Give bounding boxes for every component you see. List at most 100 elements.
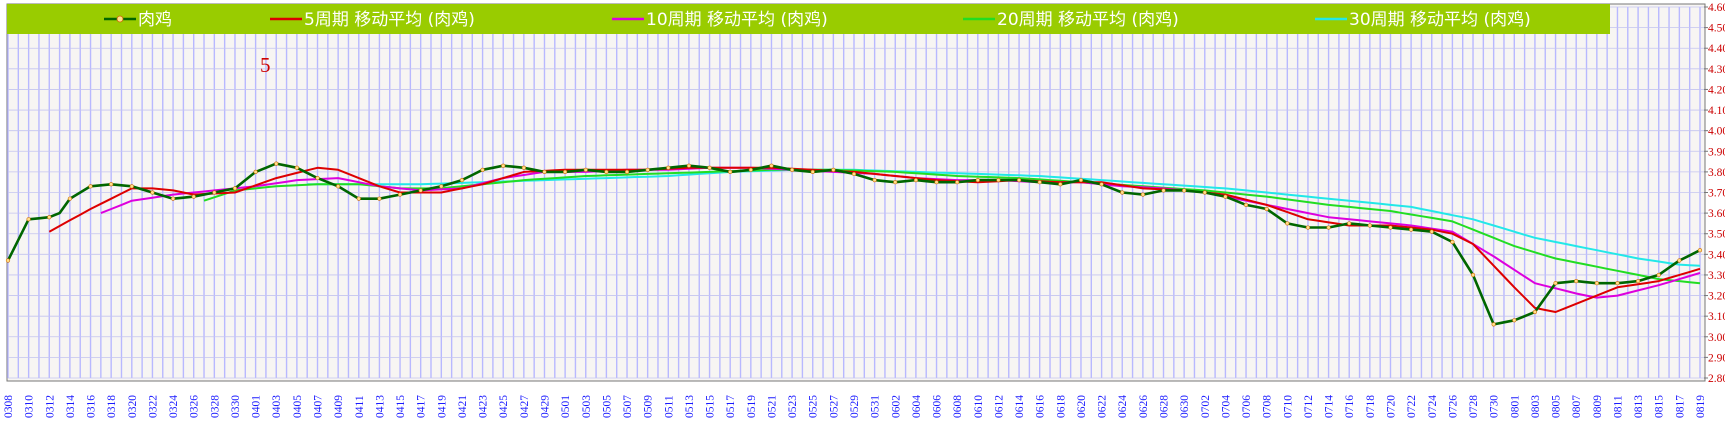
x-tick-label: 0630 [1179,395,1191,418]
x-tick-label: 0501 [560,395,572,418]
x-tick-label: 0726 [1447,395,1459,418]
x-tick-label: 0409 [333,395,345,418]
x-tick-label: 0809 [1592,395,1604,418]
series-point [645,167,650,172]
series-point [1532,309,1538,315]
series-point [1285,221,1290,226]
x-tick-label: 0702 [1200,395,1212,418]
series-point [1305,225,1311,230]
series-point [893,180,898,185]
x-tick-label: 0423 [478,395,490,418]
x-tick-label: 0509 [643,395,655,418]
series-point [150,190,155,195]
series-point [294,165,299,170]
series-point [26,217,31,222]
y-tick-label: 3.80 [1708,167,1725,179]
series-point [934,180,939,185]
legend-label-0: 肉鸡 [138,10,172,30]
x-tick-label: 0330 [230,395,242,418]
x-tick-label: 0624 [1117,395,1129,418]
x-tick-label: 0419 [436,395,448,418]
legend-label-2: 10周期 移动平均 (肉鸡) [646,10,828,30]
series-point [129,184,134,189]
x-tick-label: 0628 [1159,395,1171,418]
series-point [831,167,836,172]
x-tick-label: 0730 [1489,395,1501,418]
series-point [521,165,526,170]
series-point [1574,279,1579,284]
x-tick-label: 0515 [705,395,717,418]
x-tick-label: 0819 [1695,395,1707,418]
x-tick-label: 0706 [1241,395,1253,418]
series-point [377,196,382,201]
legend-label-3: 20周期 移动平均 (肉鸡) [997,10,1179,30]
series-point [1635,279,1641,284]
series-point [1677,258,1682,263]
x-tick-label: 0525 [808,395,820,418]
series-point [1140,192,1145,197]
series-point [1594,281,1599,286]
series-point [624,169,630,174]
series-point [1388,225,1393,230]
x-tick-label: 0324 [168,395,180,418]
series-point [872,178,877,183]
series-point [1656,272,1661,278]
x-tick-label: 0718 [1365,395,1377,418]
x-tick-label: 0312 [44,395,56,418]
x-tick-label: 0604 [911,395,923,418]
x-tick-label: 0427 [519,395,531,418]
series-point [1326,225,1331,230]
series-point [439,184,444,189]
y-tick-label: 2.90 [1708,352,1725,364]
x-tick-label: 0616 [1035,395,1047,418]
series-point [88,184,93,189]
y-tick-label: 4.60 [1708,2,1725,14]
series-point [1367,223,1372,228]
x-tick-label: 0527 [828,395,840,418]
series-point [5,258,11,263]
series-point [47,215,52,220]
y-tick-label: 3.50 [1708,229,1725,241]
series-line-4 [307,168,1701,267]
series-point [1470,272,1476,278]
y-tick-label: 3.30 [1708,270,1725,282]
legend-marker [116,15,124,23]
x-tick-label: 0811 [1613,395,1625,418]
series-line-1 [48,166,1701,313]
x-tick-label: 0429 [540,395,552,418]
x-tick-label: 0610 [973,395,985,418]
series-point [913,178,919,183]
series-point [232,186,238,191]
x-tick-label: 0710 [1282,395,1294,418]
series-point [67,196,73,201]
series-point [1491,322,1496,327]
series-point [1223,194,1228,199]
y-tick-label: 4.50 [1708,23,1725,35]
x-tick-label: 0716 [1344,395,1356,418]
series-point [769,163,774,168]
x-tick-label: 0805 [1551,395,1563,418]
series-point [356,196,361,201]
series-point [1078,178,1084,183]
y-tick-label: 3.60 [1708,208,1725,220]
x-tick-label: 0425 [498,395,510,418]
x-tick-label: 0620 [1076,395,1088,418]
legend-label-4: 30周期 移动平均 (肉鸡) [1349,10,1531,30]
series-point [253,169,258,174]
x-tick-label: 0626 [1138,395,1150,418]
series-point [1264,206,1269,212]
x-tick-label: 0322 [147,395,159,418]
series-point [459,178,465,183]
series-point [975,178,980,183]
y-tick-label: 3.10 [1708,311,1725,323]
series-point [1099,182,1104,187]
y-tick-label: 4.30 [1708,64,1725,76]
x-tick-label: 0622 [1097,395,1109,418]
x-tick-label: 0316 [86,395,98,418]
y-tick-label: 3.20 [1708,291,1725,303]
series-point [1058,182,1063,187]
series-point [666,165,671,170]
series-point [212,190,217,195]
series-point [748,167,753,172]
